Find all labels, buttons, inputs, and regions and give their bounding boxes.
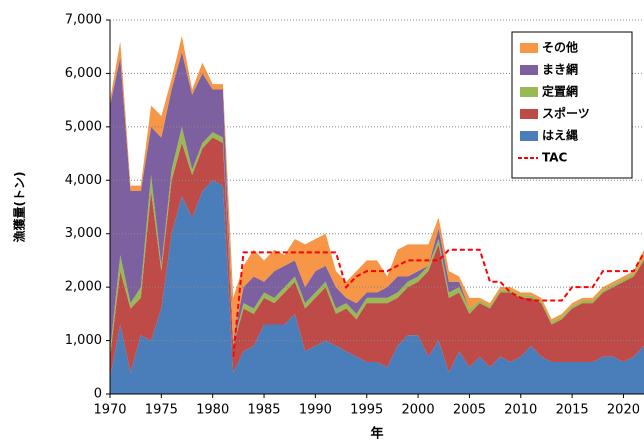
y-axis-label: 漁獲量(トン) <box>12 172 27 243</box>
legend-label: スポーツ <box>542 106 590 121</box>
x-tick-label: 1975 <box>145 403 178 418</box>
y-tick-label: 5,000 <box>65 119 102 134</box>
legend-swatch <box>520 109 538 119</box>
x-tick-label: 2000 <box>402 403 435 418</box>
area <box>110 137 644 378</box>
y-tick-label: 1,000 <box>65 333 102 348</box>
legend-swatch <box>520 87 538 97</box>
legend-swatch <box>520 43 538 53</box>
legend-label: TAC <box>542 151 568 165</box>
x-tick-label: 1990 <box>299 403 332 418</box>
y-tick-label: 7,000 <box>65 13 102 28</box>
x-axis-label: 年 <box>370 426 383 442</box>
legend-label: はえ縄 <box>542 128 578 143</box>
y-tick-label: 6,000 <box>65 66 102 81</box>
y-tick-label: 2,000 <box>65 280 102 295</box>
y-tick-label: 0 <box>94 387 102 402</box>
area <box>110 180 644 394</box>
legend-label: まき網 <box>542 62 578 77</box>
x-tick-label: 2015 <box>556 403 589 418</box>
x-tick-label: 1985 <box>247 403 280 418</box>
area <box>110 36 644 341</box>
legend-label: その他 <box>542 40 578 55</box>
legend-box <box>511 31 633 179</box>
y-tick-label: 4,000 <box>65 173 102 188</box>
legend-swatch <box>520 65 538 75</box>
x-tick-label: 2020 <box>607 403 640 418</box>
x-tick-label: 2005 <box>453 403 486 418</box>
x-tick-label: 1995 <box>350 403 383 418</box>
x-tick-label: 2010 <box>504 403 537 418</box>
y-tick-label: 3,000 <box>65 226 102 241</box>
legend-label: 定置網 <box>542 84 578 99</box>
x-tick-label: 1970 <box>93 403 126 418</box>
x-tick-label: 1980 <box>196 403 229 418</box>
legend-swatch <box>520 131 538 141</box>
tac-line <box>232 248 644 357</box>
